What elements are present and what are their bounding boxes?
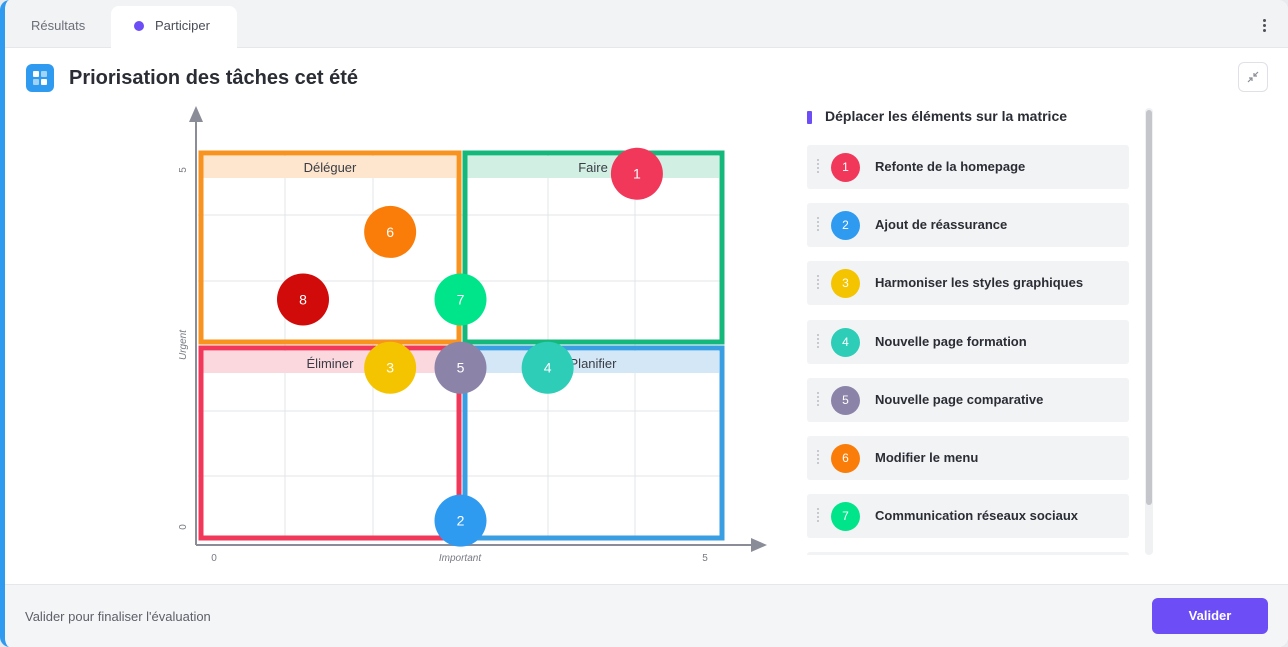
tab-resultats[interactable]: Résultats — [31, 18, 86, 33]
quadrant-faire — [462, 150, 725, 345]
task-bubble-4[interactable] — [521, 341, 574, 394]
task-bubble-7[interactable] — [434, 273, 487, 326]
drag-handle-icon[interactable] — [817, 508, 821, 524]
list-item[interactable]: 1 Refonte de la homepage — [807, 145, 1129, 189]
dot-icon — [134, 21, 144, 31]
task-bubble-1[interactable] — [610, 147, 663, 200]
item-badge: 3 — [831, 269, 860, 298]
x-tick-label: 5 — [702, 553, 708, 564]
y-axis-label: Urgent — [178, 329, 189, 360]
quadrant-eliminer — [198, 345, 462, 541]
task-bubble-5[interactable] — [434, 341, 487, 394]
item-badge: 6 — [831, 444, 860, 473]
x-axis-arrow-icon — [751, 538, 767, 552]
task-bubble-label: 4 — [544, 360, 552, 376]
tab-bar: Résultats Participer — [5, 0, 1288, 48]
item-label: Ajout de réassurance — [875, 217, 1008, 232]
item-badge: 1 — [831, 153, 860, 182]
x-axis-label: Important — [439, 553, 482, 564]
list-item[interactable]: 4 Nouvelle page formation — [807, 320, 1129, 364]
item-badge: 7 — [831, 502, 860, 531]
item-label: Refonte de la homepage — [875, 159, 1026, 174]
drag-handle-icon[interactable] — [817, 334, 821, 350]
panel-accent — [807, 111, 812, 124]
task-bubble-6[interactable] — [364, 205, 417, 258]
quadrant-title: Déléguer — [304, 160, 357, 175]
task-bubble-label: 6 — [386, 224, 394, 240]
item-badge: 2 — [831, 211, 860, 240]
drag-handle-icon[interactable] — [817, 159, 821, 175]
tab-participer[interactable]: Participer — [111, 6, 237, 48]
item-label: Harmoniser les styles graphiques — [875, 275, 1084, 290]
list-item[interactable]: 5 Nouvelle page comparative — [807, 378, 1129, 422]
quadrant-header-fill — [202, 156, 456, 178]
tab-participer-label: Participer — [155, 18, 210, 33]
footer: Valider pour finaliser l'évaluation Vali… — [5, 584, 1288, 647]
y-tick-label: 0 — [178, 524, 189, 530]
list-item-partial[interactable] — [807, 552, 1129, 555]
matrix-icon — [26, 64, 54, 92]
page-title: Priorisation des tâches cet été — [69, 67, 359, 89]
quadrant-title: Planifier — [570, 356, 618, 371]
y-tick-label: 5 — [178, 167, 189, 173]
drag-handle-icon[interactable] — [817, 217, 821, 233]
quadrant-title: Éliminer — [307, 356, 355, 371]
validate-button[interactable]: Valider — [1152, 598, 1268, 634]
item-label: Modifier le menu — [875, 450, 979, 465]
quadrant-planifier — [462, 345, 725, 541]
list-item[interactable]: 2 Ajout de réassurance — [807, 203, 1129, 247]
task-bubble-label: 1 — [633, 166, 641, 182]
quadrant-deleguer — [198, 150, 462, 345]
task-bubble-label: 7 — [457, 291, 465, 307]
kebab-menu-icon[interactable] — [1263, 19, 1266, 34]
item-badge: 4 — [831, 328, 860, 357]
quadrant-title: Faire — [578, 160, 608, 175]
item-badge: 5 — [831, 386, 860, 415]
drag-handle-icon[interactable] — [817, 450, 821, 466]
task-bubble-label: 2 — [457, 513, 465, 529]
list-item[interactable]: 3 Harmoniser les styles graphiques — [807, 261, 1129, 305]
task-bubble-3[interactable] — [364, 341, 417, 394]
priority-matrix[interactable]: Déléguer Faire Éliminer Planifier 0 5 0 … — [5, 0, 785, 580]
task-bubble-label: 5 — [457, 360, 465, 376]
drag-handle-icon[interactable] — [817, 392, 821, 408]
y-axis-arrow-icon — [189, 106, 203, 122]
footer-hint: Valider pour finaliser l'évaluation — [25, 609, 211, 624]
scroll-thumb[interactable] — [1146, 110, 1152, 505]
item-label: Nouvelle page comparative — [875, 392, 1044, 407]
collapse-icon — [1247, 71, 1259, 83]
task-list: 1 Refonte de la homepage 2 Ajout de réas… — [807, 145, 1129, 555]
drag-handle-icon[interactable] — [817, 275, 821, 291]
item-label: Nouvelle page formation — [875, 334, 1027, 349]
task-bubble-label: 3 — [386, 360, 394, 376]
task-bubble-2[interactable] — [434, 494, 487, 547]
list-item[interactable]: 6 Modifier le menu — [807, 436, 1129, 480]
bubble-layer[interactable]: 1 2 3 4 5 6 7 8 — [277, 147, 663, 547]
collapse-button[interactable] — [1238, 62, 1268, 92]
task-bubble-8[interactable] — [277, 273, 329, 326]
panel-title: Déplacer les éléments sur la matrice — [825, 108, 1068, 124]
list-item[interactable]: 7 Communication réseaux sociaux — [807, 494, 1129, 538]
scrollbar[interactable] — [1145, 108, 1153, 555]
item-label: Communication réseaux sociaux — [875, 508, 1079, 523]
task-bubble-label: 8 — [299, 291, 307, 307]
x-tick-label: 0 — [211, 553, 217, 564]
